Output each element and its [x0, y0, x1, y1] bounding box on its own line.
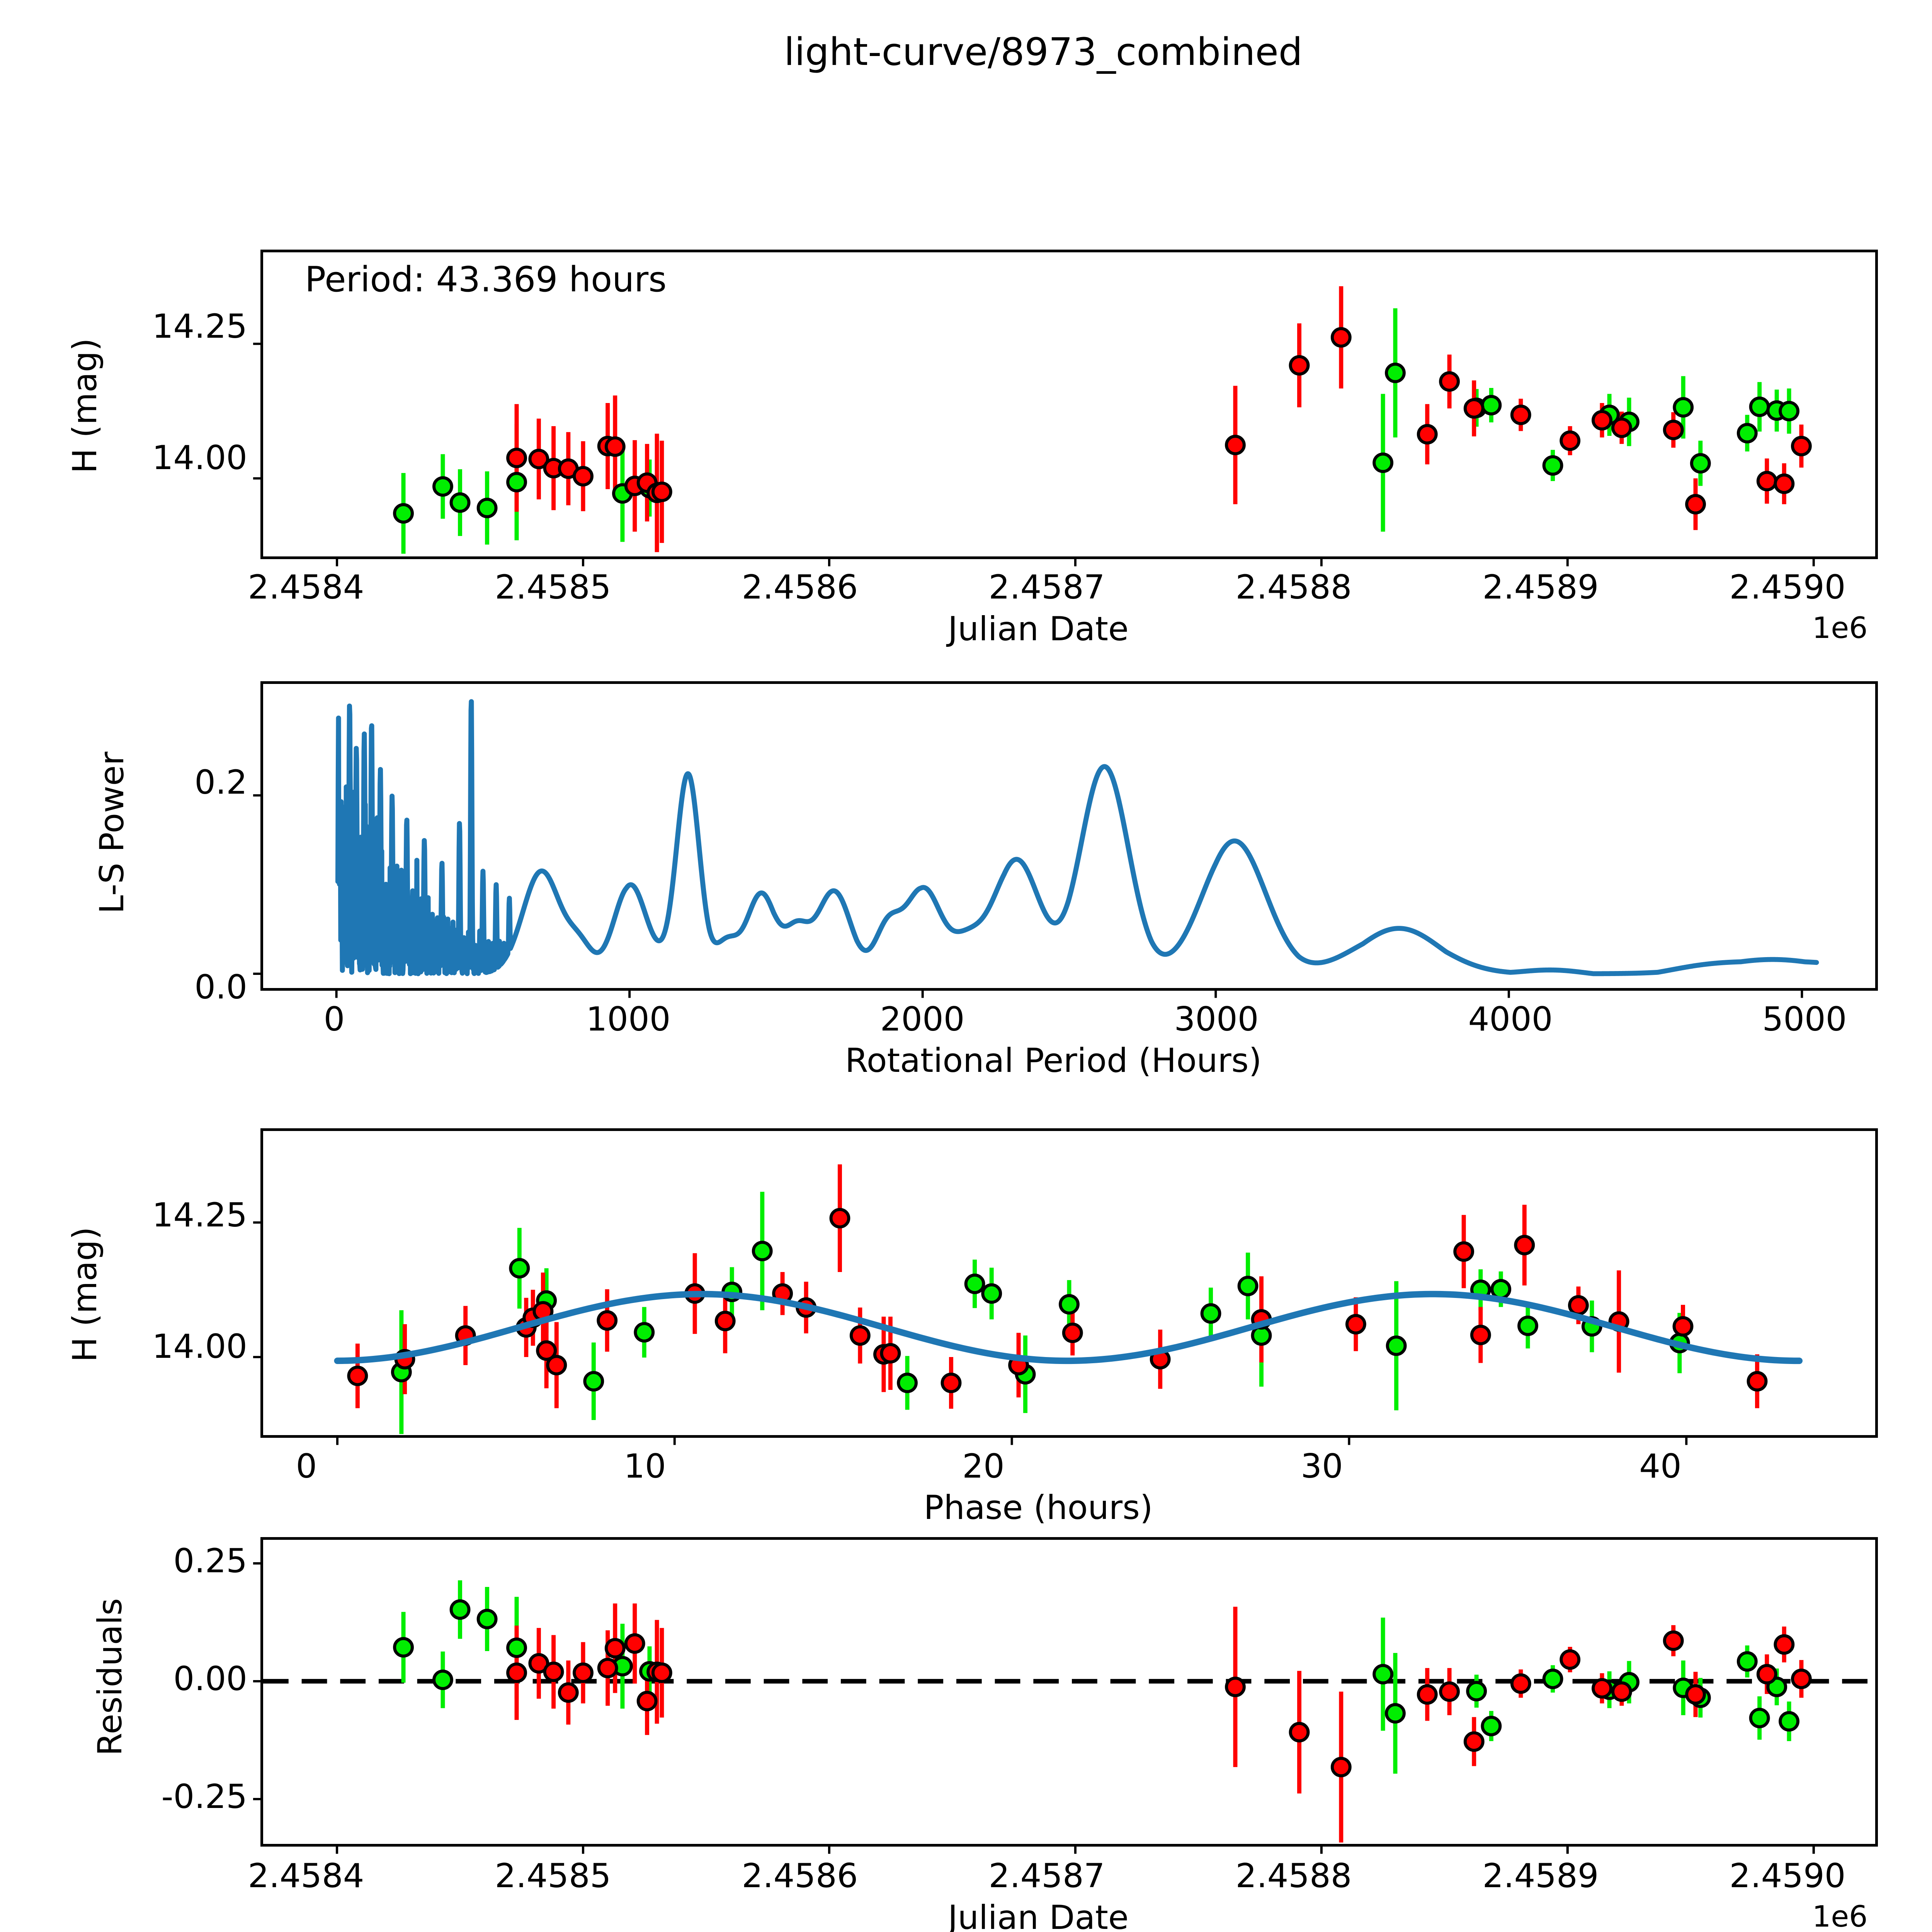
panel4-xtick-6: 2.4590 [1729, 1857, 1846, 1895]
panel2-y-axis-label: L-S Power [93, 752, 131, 914]
panel-periodogram [253, 681, 1878, 998]
period-annotation: Period: 43.369 hours [305, 259, 667, 300]
panel2-xtick-5: 5000 [1762, 1000, 1847, 1039]
panel4-ytick-2: -0.25 [161, 1777, 247, 1816]
panel3-y-axis-label: H (mag) [66, 1226, 104, 1362]
panel1-xtick-0: 2.4584 [248, 568, 364, 607]
panel2-x-axis-label: Rotational Period (Hours) [845, 1041, 1262, 1080]
panel2-xtick-4: 4000 [1468, 1000, 1553, 1039]
panel3-xtick-4: 40 [1639, 1447, 1682, 1486]
panel1-y-axis-label: H (mag) [66, 338, 104, 474]
panel1-ytick-1: 14.00 [152, 439, 247, 477]
panel4-xtick-1: 2.4585 [495, 1857, 611, 1895]
panel3-xtick-2: 20 [962, 1447, 1005, 1486]
panel2-ytick-1: 0.0 [194, 968, 247, 1007]
error-bars [355, 1164, 1760, 1434]
panel1-xtick-3: 2.4587 [988, 568, 1105, 607]
panel1-x-offset-label: 1e6 [1812, 611, 1868, 645]
panel3-xtick-0: 0 [296, 1447, 317, 1486]
data-markers [393, 327, 1812, 524]
panel-light-curve: Period: 43.369 hours [253, 250, 1878, 566]
panel4-x-axis-label: Julian Date [948, 1898, 1129, 1932]
panel2-ytick-0: 0.2 [194, 763, 247, 802]
panel3-xtick-1: 10 [624, 1447, 666, 1486]
panel2-xtick-3: 3000 [1174, 1000, 1259, 1039]
panel2-xtick-0: 0 [323, 1000, 345, 1039]
panel1-xtick-1: 2.4585 [495, 568, 611, 607]
panel4-xtick-2: 2.4586 [742, 1857, 858, 1895]
panel4-xtick-3: 2.4587 [988, 1857, 1105, 1895]
page-title: light-curve/8973_combined [784, 30, 1303, 74]
panel3-x-axis-label: Phase (hours) [923, 1488, 1153, 1527]
data-markers [347, 1208, 1768, 1393]
data-markers [393, 1599, 1812, 1777]
panel4-ytick-1: 0.00 [173, 1660, 247, 1698]
panel1-xtick-4: 2.4588 [1235, 568, 1352, 607]
panel1-xtick-6: 2.4590 [1729, 568, 1846, 607]
panel4-xtick-0: 2.4584 [248, 1857, 364, 1895]
panel3-ytick-1: 14.00 [152, 1327, 247, 1366]
panel1-xtick-2: 2.4586 [742, 568, 858, 607]
panel4-xtick-4: 2.4588 [1235, 1857, 1352, 1895]
panel4-xtick-5: 2.4589 [1482, 1857, 1599, 1895]
panel2-xtick-1: 1000 [586, 1000, 671, 1039]
panel4-ytick-0: 0.25 [173, 1542, 247, 1580]
panel1-ytick-0: 14.25 [152, 307, 247, 346]
error-bars [401, 1580, 1804, 1843]
panel1-x-axis-label: Julian Date [948, 610, 1129, 648]
panel3-ytick-0: 14.25 [152, 1196, 247, 1235]
panel1-xtick-5: 2.4589 [1482, 568, 1599, 607]
sinusoid-fit-curve [334, 1291, 1803, 1364]
panel4-x-offset-label: 1e6 [1812, 1899, 1868, 1932]
panel-residuals [253, 1537, 1878, 1854]
panel3-xtick-3: 30 [1301, 1447, 1343, 1486]
panel2-xtick-2: 2000 [880, 1000, 965, 1039]
panel-phase-folded [253, 1128, 1878, 1445]
